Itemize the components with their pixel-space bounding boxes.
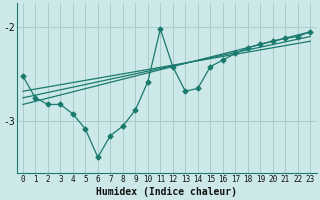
X-axis label: Humidex (Indice chaleur): Humidex (Indice chaleur) <box>96 186 237 197</box>
